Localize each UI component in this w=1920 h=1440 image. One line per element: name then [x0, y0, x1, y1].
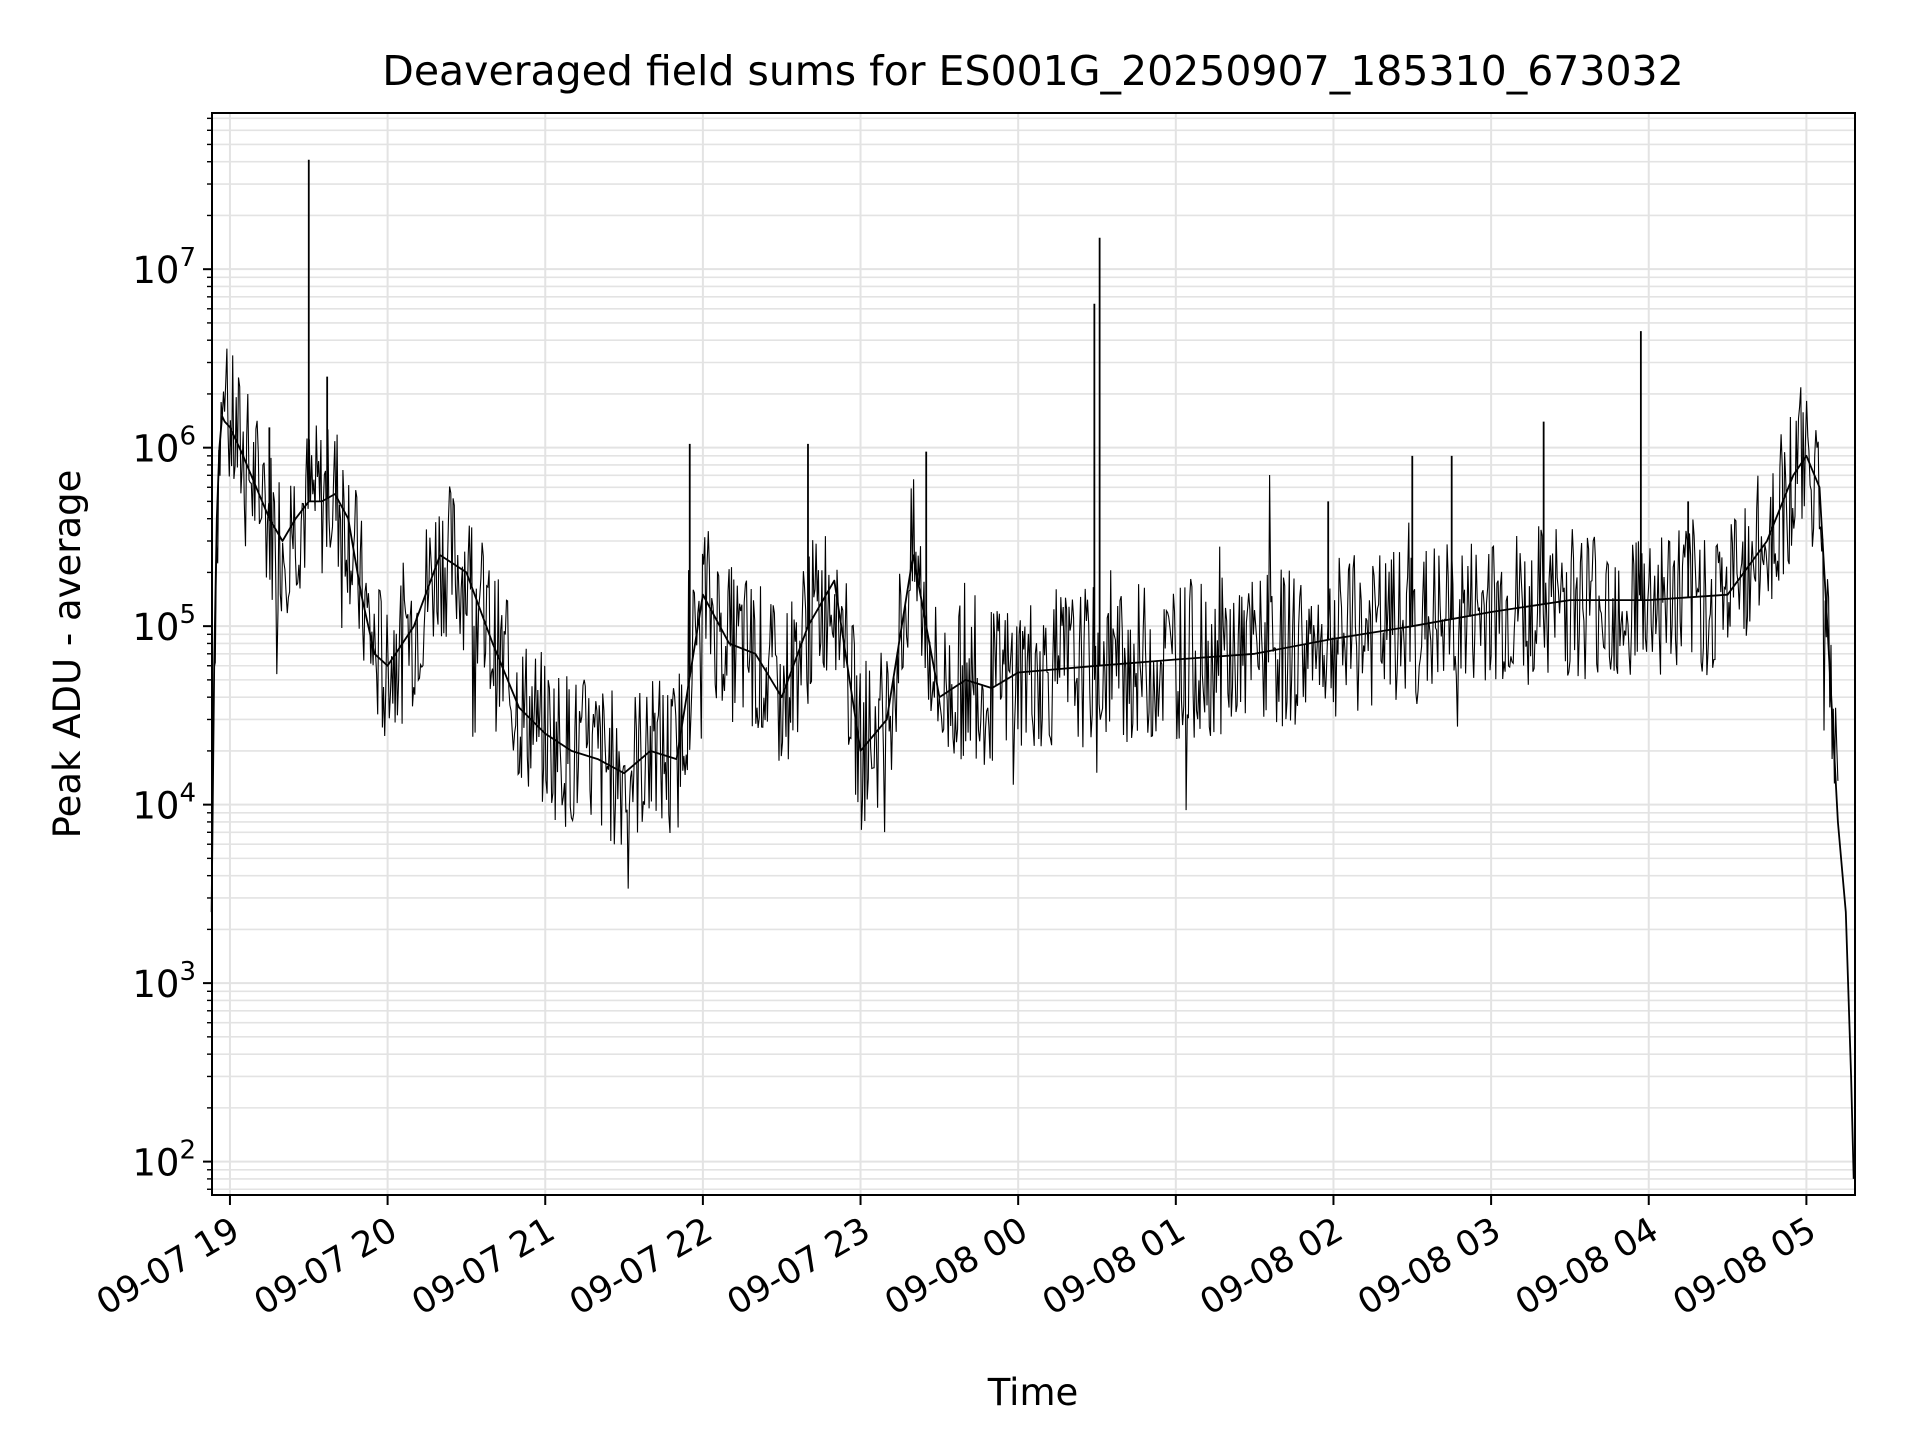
y-axis: 102 103 104 105 106 107: [132, 117, 212, 1190]
grid-layer: [212, 113, 1855, 1195]
series-layer: [210, 348, 1855, 1179]
y-tick-label: 106: [132, 422, 196, 471]
y-tick-label: 105: [132, 600, 196, 649]
series-line: [210, 415, 1855, 1179]
x-axis-label: Time: [987, 1371, 1079, 1414]
y-tick-label: 104: [132, 779, 196, 828]
y-tick-label: 107: [132, 243, 196, 292]
y-axis-label: Peak ADU - average: [46, 470, 89, 839]
y-tick-label: 102: [132, 1136, 196, 1185]
chart-title: Deaveraged field sums for ES001G_2025090…: [382, 47, 1683, 95]
series-noise: [213, 348, 1839, 889]
y-tick-label: 103: [132, 957, 196, 1006]
